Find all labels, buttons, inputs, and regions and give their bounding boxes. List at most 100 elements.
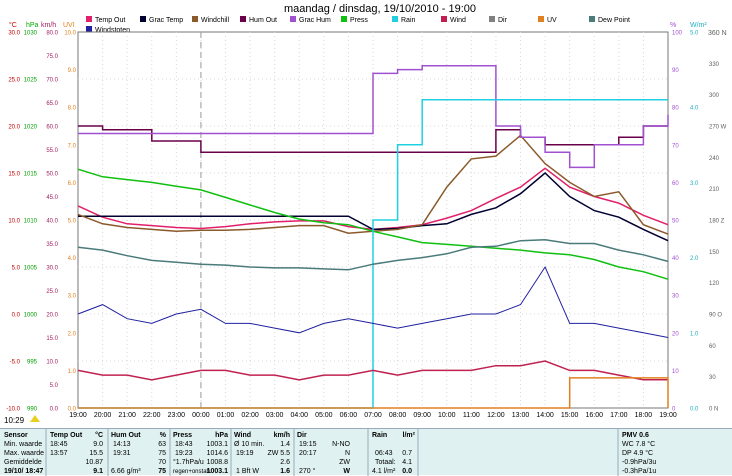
- axis-tick-celsius: 30.0: [8, 31, 20, 37]
- x-tick-label: 15:00: [561, 412, 579, 419]
- axis-tick-kmh: 5.0: [50, 383, 59, 389]
- axis-tick-kmh: 0.0: [50, 407, 59, 413]
- rain-day: 4.1 l/m²: [372, 468, 396, 475]
- legend-label: Windchill: [201, 17, 229, 24]
- axis-tick-mm: 2.0: [690, 256, 699, 262]
- axis-tick-celsius: 0.0: [12, 313, 21, 319]
- axis-tick-percent: 100: [672, 31, 683, 37]
- dir-min-val: N-NO: [332, 441, 350, 448]
- axis-tick-kmh: 55.0: [46, 148, 58, 154]
- axis-tick-kmh: 15.0: [46, 336, 58, 342]
- dir-header: Dir: [297, 432, 307, 439]
- axis-tick-kmh: 50.0: [46, 172, 58, 178]
- temp-current-val: 9.1: [93, 468, 103, 475]
- legend-swatch: [441, 16, 447, 22]
- axis-tick-celsius: 5.0: [12, 266, 21, 272]
- time-label: 10:29: [4, 416, 25, 425]
- legend-label: Dew Point: [598, 17, 630, 24]
- status-panel: Sensor Min. waarde Max. waarde Gemiddeld…: [0, 428, 732, 476]
- axis-header-celsius: °C: [9, 21, 17, 29]
- legend-swatch: [589, 16, 595, 22]
- press-current-val: 1003.1: [207, 468, 229, 475]
- x-tick-label: 17:00: [610, 412, 628, 419]
- series-dew-point: [77, 238, 669, 271]
- x-tick-label: 08:00: [389, 412, 407, 419]
- axis-tick-percent: 20: [672, 331, 679, 337]
- axis-tick-celsius: 15.0: [8, 172, 20, 178]
- press-min-time: 18:43: [175, 441, 193, 448]
- axis-tick-percent: 10: [672, 369, 679, 375]
- sensor-header: Sensor: [4, 432, 28, 439]
- axis-tick-percent: 30: [672, 294, 679, 300]
- legend-swatch: [192, 16, 198, 22]
- wind-max-time: 19:19: [236, 450, 254, 457]
- x-tick-label: 22:00: [143, 412, 161, 419]
- temp-header: Temp Out: [50, 432, 83, 439]
- axis-tick-kmh: 35.0: [46, 242, 58, 248]
- axis-tick-kmh: 45.0: [46, 195, 58, 201]
- axis-tick-kmh: 65.0: [46, 101, 58, 107]
- wind-unit: km/h: [274, 432, 290, 439]
- x-tick-label: 19:00: [69, 412, 87, 419]
- x-tick-label: 11:00: [463, 412, 480, 419]
- axes: 30.025.020.015.010.05.00.0-5.0-10.010301…: [6, 31, 726, 413]
- x-tick-label: 16:00: [585, 412, 603, 419]
- legend: Temp Out Grac Temp Windchill Hum Out Grac Hu…: [86, 16, 630, 34]
- wind-header: Wind: [234, 432, 251, 439]
- x-tick-label: 19:00: [659, 412, 677, 419]
- axis-tick-mm: 3.0: [690, 181, 699, 187]
- axis-tick-uv: 5.0: [68, 219, 77, 225]
- legend-label: Wind: [450, 17, 466, 24]
- axis-header-hpa: hPa: [26, 22, 39, 29]
- weather-chart: maandag / dinsdag, 19/10/2010 - 19:00 Te…: [4, 3, 727, 425]
- series: [77, 65, 669, 409]
- windchill-value: WC 7.8 °C: [622, 440, 655, 448]
- series-uv: [78, 377, 669, 409]
- axis-tick-dir: 300: [709, 93, 720, 99]
- axis-tick-kmh: 80.0: [46, 31, 58, 37]
- axis-tick-dir: 270 W: [709, 125, 727, 131]
- legend-label: UV: [547, 17, 557, 24]
- dir-max-time: 20:17: [299, 450, 317, 457]
- rain-header: Rain: [372, 432, 387, 439]
- temp-max-val: 15.5: [89, 450, 103, 457]
- axis-tick-dir: 330: [709, 62, 720, 68]
- x-tick-label: 21:00: [118, 412, 136, 419]
- legend-label: Grac Temp: [149, 17, 183, 24]
- hum-current-val: 75: [158, 468, 166, 475]
- axis-header-wm2: W/m²: [690, 22, 707, 29]
- axis-tick-mm: 0.0: [690, 407, 699, 413]
- axis-tick-percent: 40: [672, 256, 679, 262]
- x-tick-label: 09:00: [413, 412, 431, 419]
- x-tick-label: 20:00: [94, 412, 112, 419]
- x-tick-label: 13:00: [512, 412, 530, 419]
- rain-unit: l/m²: [403, 432, 416, 439]
- sensor-avg: Gemiddelde: [4, 459, 42, 466]
- axis-tick-percent: 80: [672, 106, 679, 112]
- axis-header-dir: 360 N: [708, 30, 727, 37]
- temp-max-time: 13:57: [50, 450, 68, 457]
- axis-tick-uv: 9.0: [68, 68, 77, 74]
- x-tick-label: 14:00: [536, 412, 554, 419]
- sensor-current: 19/10/ 18:47: [4, 468, 43, 475]
- axis-tick-celsius: -10.0: [6, 407, 20, 413]
- legend-swatch: [290, 16, 296, 22]
- hum-min-time: 14:13: [113, 441, 131, 448]
- press-trend-1h: -0.3hPa/1u: [622, 468, 656, 475]
- chart-title: maandag / dinsdag, 19/10/2010 - 19:00: [284, 3, 476, 15]
- axis-tick-kmh: 10.0: [46, 360, 58, 366]
- x-tick-label: 05:00: [315, 412, 333, 419]
- axis-tick-kmh: 70.0: [46, 78, 58, 84]
- axis-tick-hpa: 1015: [24, 172, 38, 178]
- rain-total-label: Totaal:: [375, 459, 396, 466]
- x-tick-label: 12:00: [487, 412, 505, 419]
- hum-header: Hum Out: [111, 432, 141, 439]
- axis-tick-celsius: 10.0: [8, 219, 20, 225]
- wind-bft: 1 Bft W: [236, 468, 259, 475]
- axis-tick-kmh: 30.0: [46, 266, 58, 272]
- wind-avg-val: 2.6: [280, 459, 290, 466]
- legend-label: Rain: [401, 17, 416, 24]
- sensor-max: Max. waarde: [4, 450, 44, 457]
- hum-avg-val: 70: [158, 459, 166, 466]
- x-tick-label: 07:00: [364, 412, 382, 419]
